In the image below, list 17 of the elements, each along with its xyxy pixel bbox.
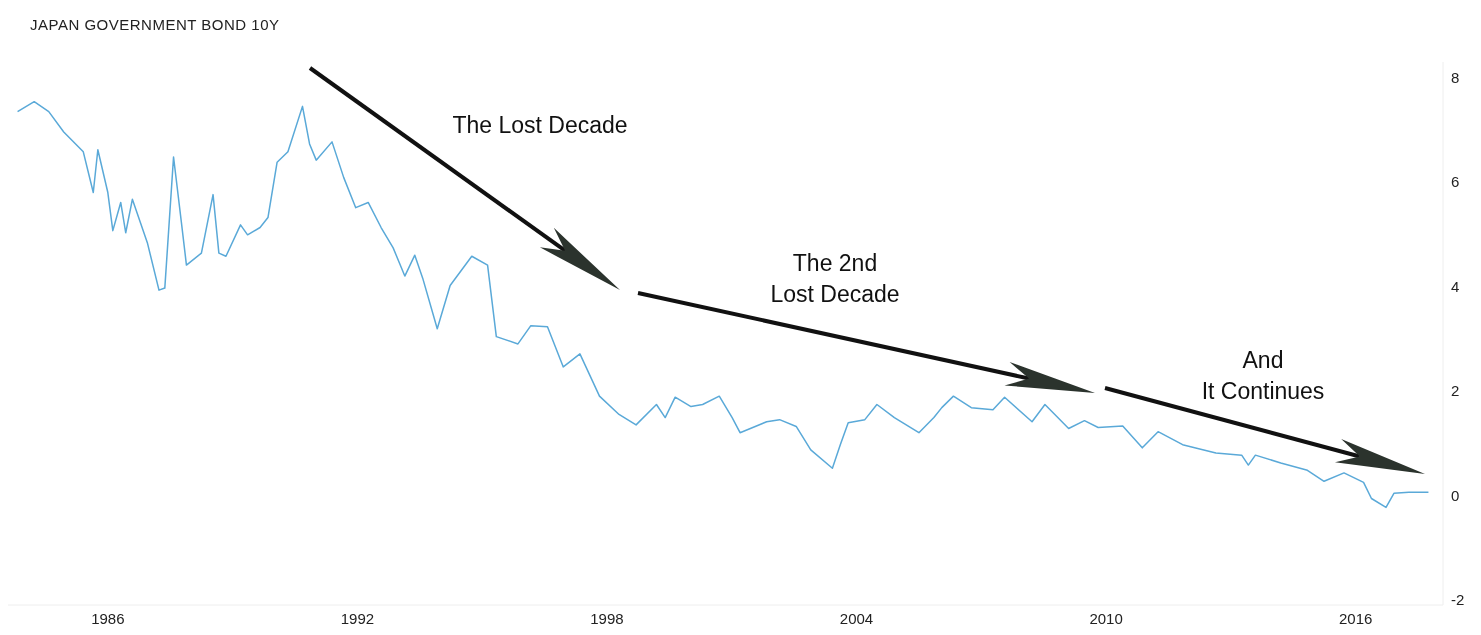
y-tick-label: 4 <box>1451 277 1460 295</box>
x-tick-label: 1986 <box>91 609 125 627</box>
annotation: The Lost Decade <box>452 112 628 138</box>
y-tick-label: 8 <box>1451 68 1460 86</box>
annotation: The 2nd Lost Decade <box>770 250 900 307</box>
x-tick-label: 2004 <box>839 609 874 627</box>
y-tick-label: 2 <box>1451 382 1460 400</box>
chart-title: JAPAN GOVERNMENT BOND 10Y <box>30 16 280 33</box>
x-tick-label: 2010 <box>1089 609 1123 627</box>
y-tick-label: 0 <box>1451 486 1460 504</box>
y-tick-label: -2 <box>1451 591 1465 609</box>
x-tick-label: 2016 <box>1338 609 1373 627</box>
x-tick-label: 1998 <box>590 609 624 627</box>
y-tick-label: 6 <box>1451 173 1460 191</box>
x-tick-label: 1992 <box>340 609 375 627</box>
annotation: And It Continues <box>1201 347 1325 404</box>
line-series <box>16 100 1430 509</box>
